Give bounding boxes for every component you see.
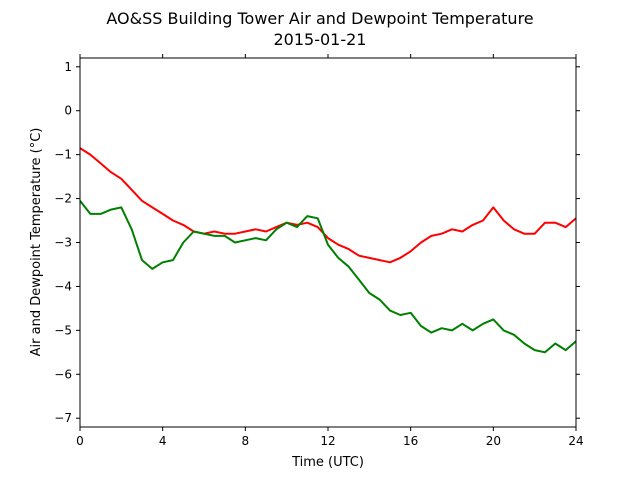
y-axis-label: Air and Dewpoint Temperature (°C) bbox=[29, 128, 44, 357]
chart-title-line1: AO&SS Building Tower Air and Dewpoint Te… bbox=[106, 9, 533, 28]
x-tick-label: 20 bbox=[486, 434, 501, 448]
x-tick-label: 12 bbox=[320, 434, 335, 448]
chart-title-line2: 2015-01-21 bbox=[274, 30, 367, 49]
series-layer bbox=[79, 147, 577, 354]
series-line-1 bbox=[79, 200, 577, 354]
x-tick-label: 0 bbox=[76, 434, 84, 448]
y-tick-label: −5 bbox=[54, 323, 72, 337]
y-tick-label: −3 bbox=[54, 236, 72, 250]
x-axis-label: Time (UTC) bbox=[291, 455, 364, 470]
y-tick-label: −7 bbox=[54, 411, 72, 425]
y-tick-label: 0 bbox=[64, 104, 72, 118]
x-tick-label: 16 bbox=[403, 434, 418, 448]
x-tick-label: 4 bbox=[159, 434, 167, 448]
plot-area bbox=[79, 57, 577, 428]
y-tick-label: −1 bbox=[54, 148, 72, 162]
y-tick-label: −2 bbox=[54, 192, 72, 206]
x-tick-label: 8 bbox=[242, 434, 250, 448]
y-tick-label: −4 bbox=[54, 279, 72, 293]
x-axis-ticks: 0 4 8 12 16 20 24 bbox=[76, 54, 584, 448]
series-line-0 bbox=[79, 147, 577, 264]
y-axis-ticks: 1 0 −1 −2 −3 −4 −5 −6 −7 bbox=[54, 60, 580, 425]
x-tick-label: 24 bbox=[568, 434, 583, 448]
y-tick-label: 1 bbox=[64, 60, 72, 74]
y-tick-label: −6 bbox=[54, 367, 72, 381]
